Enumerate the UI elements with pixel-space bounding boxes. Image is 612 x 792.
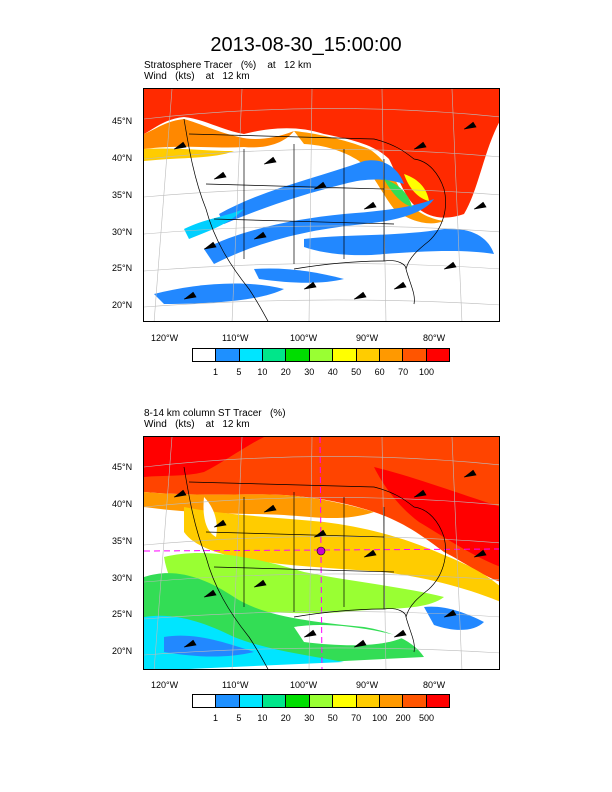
colorbar-label: 20	[280, 713, 291, 723]
colorbar-swatch	[193, 349, 217, 361]
colorbar-swatch	[426, 695, 449, 707]
panel2-lon-tick: 90°W	[356, 680, 379, 690]
colorbar-swatch	[216, 349, 240, 361]
panel2-lon-tick: 110°W	[222, 680, 249, 690]
panel1-map-graphic	[144, 89, 499, 321]
colorbar-label: 200	[395, 713, 411, 723]
colorbar-swatch	[356, 695, 380, 707]
colorbar-label: 1	[212, 713, 218, 723]
colorbar-swatch	[193, 695, 217, 707]
colorbar-label: 50	[351, 367, 362, 377]
colorbar-swatch	[356, 349, 380, 361]
panel2-lat-tick: 35°N	[112, 536, 133, 546]
panel2-lon-tick: 100°W	[290, 680, 318, 690]
colorbar-swatch	[403, 695, 427, 707]
panel1-wind-label: Wind (kts) at 12 km	[144, 71, 250, 82]
panel1-lat-tick: 30°N	[112, 227, 133, 237]
colorbar-label: 500	[419, 713, 435, 723]
panel1-lon-tick: 80°W	[423, 333, 446, 343]
panel2-lon-tick: 80°W	[423, 680, 446, 690]
colorbar-swatch	[216, 695, 240, 707]
panel2-map	[143, 436, 500, 670]
colorbar-swatch	[333, 349, 357, 361]
colorbar-label: 70	[351, 713, 362, 723]
panel2-map-graphic	[144, 437, 499, 669]
colorbar-label: 1	[212, 367, 218, 377]
colorbar-label: 50	[327, 713, 338, 723]
colorbar-swatch	[263, 349, 287, 361]
panel1-lat-tick: 25°N	[112, 263, 133, 273]
panel1-lon-tick: 120°W	[151, 333, 179, 343]
plot-title: 2013-08-30_15:00:00	[210, 34, 402, 56]
colorbar-label: 100	[372, 713, 388, 723]
panel2-title: 8-14 km column ST Tracer (%)	[144, 408, 286, 419]
colorbar-swatch	[379, 695, 404, 707]
panel2-lat-tick: 30°N	[112, 573, 133, 583]
panel1-title: Stratosphere Tracer (%) at 12 km	[144, 60, 312, 71]
colorbar-swatch	[333, 695, 357, 707]
panel1-lon-tick: 110°W	[222, 333, 249, 343]
colorbar-swatch	[286, 349, 310, 361]
panel2-lat-tick: 45°N	[112, 462, 133, 472]
panel1-lat-tick: 40°N	[112, 153, 133, 163]
colorbar-label: 5	[236, 713, 242, 723]
panel1-lat-tick: 35°N	[112, 190, 133, 200]
colorbar-swatch	[263, 695, 287, 707]
panel2-lat-tick: 25°N	[112, 609, 133, 619]
panel1-colorbar	[192, 348, 450, 362]
colorbar-label: 5	[236, 367, 242, 377]
colorbar-label: 10	[257, 713, 268, 723]
colorbar-label: 60	[374, 367, 385, 377]
colorbar-label: 100	[419, 367, 435, 377]
panel2-colorbar	[192, 694, 450, 708]
colorbar-label: 30	[304, 713, 315, 723]
colorbar-label: 30	[304, 367, 315, 377]
panel1-lat-tick: 45°N	[112, 116, 133, 126]
colorbar-swatch	[426, 349, 449, 361]
colorbar-label: 70	[398, 367, 409, 377]
panel1-lat-tick: 20°N	[112, 300, 133, 310]
colorbar-swatch	[239, 349, 264, 361]
colorbar-swatch	[379, 349, 404, 361]
panel1-lon-tick: 90°W	[356, 333, 379, 343]
colorbar-label: 10	[257, 367, 268, 377]
panel2-wind-label: Wind (kts) at 12 km	[144, 419, 250, 430]
panel1-lon-tick: 100°W	[290, 333, 318, 343]
colorbar-swatch	[286, 695, 310, 707]
colorbar-swatch	[239, 695, 264, 707]
colorbar-swatch	[309, 695, 334, 707]
colorbar-swatch	[309, 349, 334, 361]
panel2-lat-tick: 40°N	[112, 499, 133, 509]
colorbar-swatch	[403, 349, 427, 361]
panel1-map	[143, 88, 500, 322]
panel2-lat-tick: 20°N	[112, 646, 133, 656]
colorbar-label: 40	[327, 367, 338, 377]
colorbar-label: 20	[280, 367, 291, 377]
panel2-lon-tick: 120°W	[151, 680, 179, 690]
